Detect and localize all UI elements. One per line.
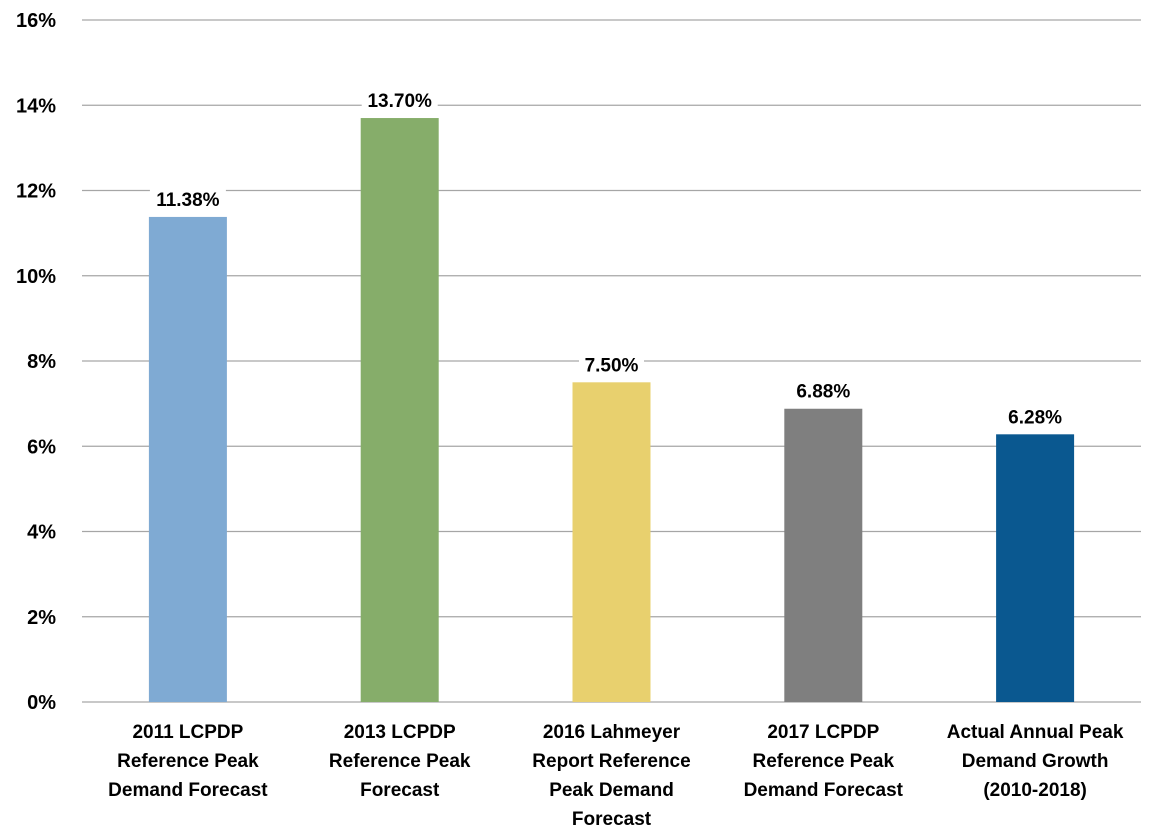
x-category-label: 2017 LCPDP bbox=[767, 722, 879, 743]
x-category-label: (2010-2018) bbox=[983, 780, 1087, 801]
y-tick-label: 8% bbox=[27, 351, 56, 373]
x-category-label: Demand Forecast bbox=[744, 780, 904, 801]
bar bbox=[996, 434, 1075, 702]
x-category-label: Report Reference bbox=[532, 751, 690, 772]
x-category-label: Demand Growth bbox=[962, 751, 1109, 772]
data-label-background bbox=[579, 352, 644, 377]
bar bbox=[360, 118, 439, 703]
y-tick-label: 2% bbox=[27, 607, 56, 629]
x-axis-category-labels: 2011 LCPDP Reference Peak Demand Forecast 2… bbox=[108, 722, 1124, 830]
x-category-label: Reference Peak bbox=[117, 751, 259, 772]
data-label: 6.88% bbox=[796, 382, 850, 403]
x-category-label: Reference Peak bbox=[329, 751, 471, 772]
x-category-label: Forecast bbox=[572, 809, 652, 830]
x-category-label: Demand Forecast bbox=[108, 780, 268, 801]
x-category-label: Forecast bbox=[360, 780, 440, 801]
data-label-background bbox=[149, 186, 226, 211]
y-tick-label: 6% bbox=[27, 436, 56, 458]
data-label-background bbox=[361, 88, 438, 113]
y-tick-label: 12% bbox=[16, 181, 56, 203]
data-labels: 11.38% 13.70% 7.50% 6.88% 6.28% bbox=[149, 88, 1068, 429]
data-label-background bbox=[790, 378, 856, 403]
x-category-label: Actual Annual Peak bbox=[947, 722, 1124, 743]
x-category-label: 2016 Lahmeyer bbox=[543, 722, 681, 743]
bars bbox=[148, 118, 1075, 703]
x-category-label: Reference Peak bbox=[753, 751, 895, 772]
bar bbox=[784, 408, 863, 702]
data-label-background bbox=[1002, 404, 1068, 429]
x-category-label: 2011 LCPDP bbox=[132, 722, 243, 743]
y-tick-label: 4% bbox=[27, 522, 56, 544]
data-label: 11.38% bbox=[156, 190, 219, 211]
y-axis-tick-labels: 0% 2% 4% 6% 8% 10% 12% 14% 16% bbox=[16, 10, 56, 714]
y-tick-label: 0% bbox=[27, 692, 56, 714]
bar bbox=[572, 382, 651, 702]
x-category-label: Peak Demand bbox=[549, 780, 674, 801]
y-tick-label: 10% bbox=[16, 266, 56, 288]
y-tick-label: 16% bbox=[16, 10, 56, 32]
data-label: 6.28% bbox=[1008, 407, 1062, 428]
y-tick-label: 14% bbox=[16, 95, 56, 117]
bar bbox=[148, 216, 227, 703]
x-category-label: 2013 LCPDP bbox=[344, 722, 456, 743]
data-label: 13.70% bbox=[367, 91, 432, 112]
data-label: 7.50% bbox=[585, 355, 639, 376]
